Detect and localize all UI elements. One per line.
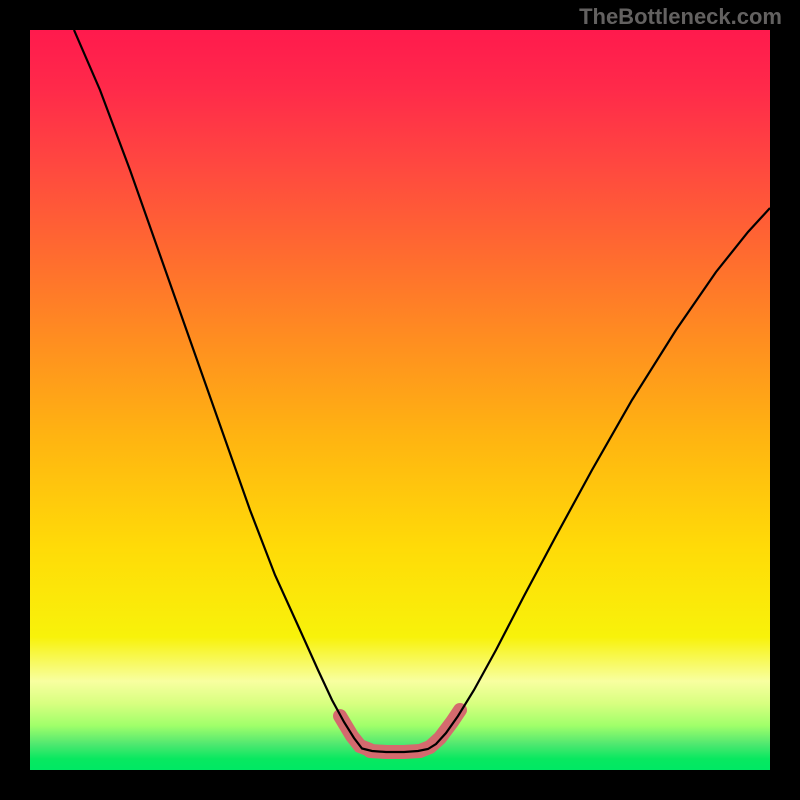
watermark-text: TheBottleneck.com: [579, 4, 782, 30]
chart-frame: TheBottleneck.com: [0, 0, 800, 800]
plot-svg: [30, 30, 770, 770]
gradient-background: [30, 30, 770, 770]
plot-area: [30, 30, 770, 770]
